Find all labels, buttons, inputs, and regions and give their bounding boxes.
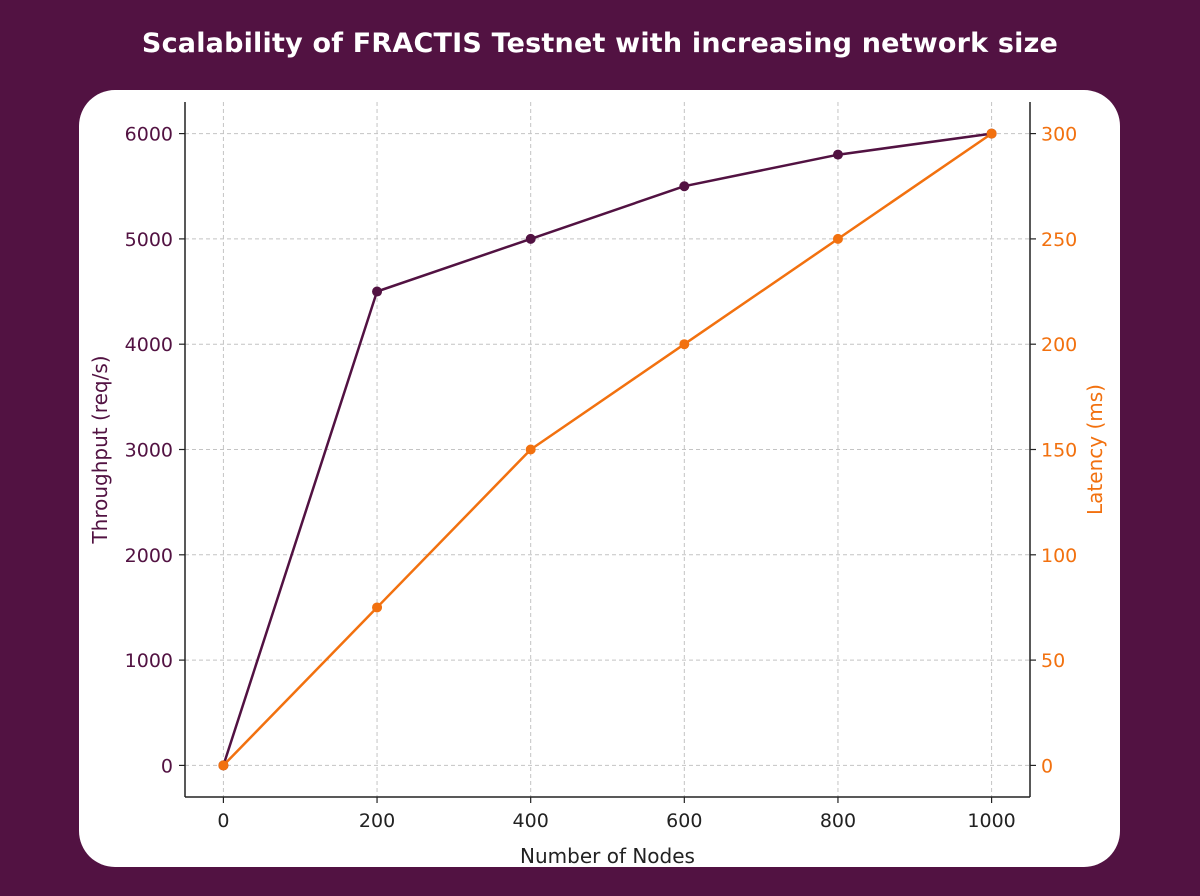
y-right-tick-label: 200 bbox=[1041, 334, 1077, 356]
y-left-tick-label: 2000 bbox=[125, 545, 173, 567]
chart-title: Scalability of FRACTIS Testnet with incr… bbox=[141, 28, 1059, 59]
y-left-tick-label: 5000 bbox=[125, 229, 173, 251]
y-left-tick-label: 3000 bbox=[125, 440, 173, 462]
data-point-right bbox=[372, 602, 383, 613]
x-tick-label: 1000 bbox=[967, 810, 1015, 832]
data-point-right bbox=[525, 444, 536, 455]
tick-labels: 0 200 400 600 800 100001000200030004000500060… bbox=[125, 124, 1078, 832]
x-tick-label: 600 bbox=[666, 810, 702, 832]
series-lines bbox=[222, 132, 993, 767]
series-points bbox=[218, 128, 997, 771]
x-tick-label: 200 bbox=[359, 810, 395, 832]
data-point-right bbox=[832, 233, 843, 244]
y-left-tick-label: 0 bbox=[161, 755, 173, 777]
chart-svg: 0 200 400 600 800 100001000200030004000500060… bbox=[88, 102, 1107, 867]
data-point-right bbox=[986, 128, 997, 139]
y-right-tick-label: 0 bbox=[1041, 755, 1053, 777]
y-right-tick-label: 300 bbox=[1041, 124, 1077, 146]
data-point-left bbox=[525, 233, 536, 244]
data-point-left bbox=[679, 181, 690, 192]
data-point-right bbox=[218, 760, 229, 771]
x-axis-label: Number of Nodes bbox=[520, 844, 695, 867]
grid-lines bbox=[185, 102, 1030, 797]
data-point-left bbox=[832, 149, 843, 160]
chart-card: 0 200 400 600 800 1000 0 1000 2000 3000 4000 5000 60… bbox=[79, 90, 1120, 867]
y-right-tick-label: 100 bbox=[1041, 545, 1077, 567]
y-axis-left-label: Throughput (req/s) bbox=[88, 355, 112, 544]
data-point-right bbox=[679, 339, 690, 350]
series-line-right bbox=[222, 132, 993, 767]
y-left-tick-label: 4000 bbox=[125, 334, 173, 356]
data-point-left bbox=[372, 286, 383, 297]
y-right-tick-label: 150 bbox=[1041, 440, 1077, 462]
x-tick-label: 0 bbox=[217, 810, 229, 832]
series-line-left bbox=[222, 132, 992, 766]
x-tick-label: 400 bbox=[513, 810, 549, 832]
y-axis-right-label: Latency (ms) bbox=[1083, 384, 1107, 515]
y-right-tick-label: 250 bbox=[1041, 229, 1077, 251]
y-left-tick-label: 1000 bbox=[125, 650, 173, 672]
y-left-tick-label: 6000 bbox=[125, 124, 173, 146]
x-tick-label: 800 bbox=[820, 810, 856, 832]
axes bbox=[179, 102, 1036, 803]
y-right-tick-label: 50 bbox=[1041, 650, 1065, 672]
